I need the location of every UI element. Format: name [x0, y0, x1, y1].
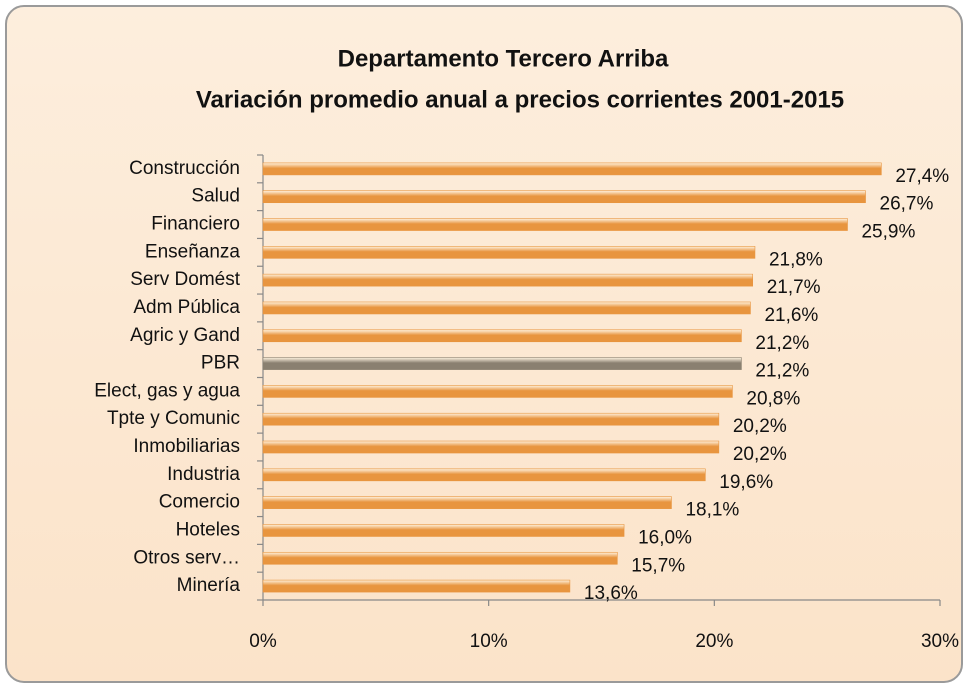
bar [262, 329, 742, 343]
chart-title: Departamento Tercero Arriba [338, 45, 669, 72]
value-label: 19,6% [719, 472, 773, 493]
value-label: 25,9% [861, 222, 915, 243]
bar [262, 301, 751, 315]
bar [262, 440, 720, 454]
y-tick-label: Minería [177, 575, 241, 596]
bar [262, 385, 733, 398]
bar [262, 412, 720, 426]
value-label: 15,7% [631, 555, 685, 576]
value-label: 27,4% [895, 166, 949, 187]
value-label: 20,8% [746, 388, 800, 409]
y-tick-label: Adm Pública [133, 297, 240, 318]
x-tick-label: 0% [249, 631, 277, 652]
value-label: 18,1% [685, 500, 739, 521]
y-tick-label: Inmobiliarias [133, 436, 240, 457]
y-tick-label: Agric y Gand [130, 325, 240, 346]
value-label: 20,2% [733, 444, 787, 465]
value-label: 21,7% [767, 277, 821, 298]
y-tick-label: Industria [167, 464, 240, 485]
chart-subtitle: Variación promedio anual a precios corri… [196, 86, 844, 113]
bar [262, 273, 753, 287]
y-tick-label: Construcción [129, 158, 240, 179]
x-tick-label: 10% [470, 631, 508, 652]
bar [262, 524, 625, 537]
y-tick-label: Salud [191, 186, 240, 207]
value-label: 21,6% [764, 305, 818, 326]
value-label: 16,0% [638, 527, 692, 548]
bar [262, 357, 742, 370]
y-tick-label: Otros serv… [133, 547, 240, 568]
bar [262, 496, 672, 509]
x-tick-label: 20% [695, 631, 733, 652]
value-label: 21,8% [769, 249, 823, 270]
bar [262, 162, 882, 176]
bar [262, 468, 706, 482]
y-tick-label: PBR [201, 353, 240, 374]
y-tick-label: Comercio [159, 492, 240, 513]
y-tick-label: Tpte y Comunic [107, 408, 240, 429]
value-label: 21,2% [755, 333, 809, 354]
y-tick-label: Elect, gas y agua [94, 380, 240, 401]
value-label: 26,7% [880, 194, 934, 215]
bar [262, 190, 866, 204]
y-tick-label: Serv Domést [130, 269, 241, 290]
y-tick-label: Hoteles [176, 519, 240, 540]
bar [262, 551, 618, 565]
value-label: 13,6% [584, 583, 638, 604]
bar [262, 579, 571, 593]
y-tick-label: Financiero [151, 214, 240, 235]
value-label: 21,2% [755, 361, 809, 382]
x-tick-label: 30% [921, 631, 959, 652]
y-tick-label: Enseñanza [145, 241, 241, 262]
bar [262, 246, 756, 259]
bar [262, 218, 848, 231]
value-label: 20,2% [733, 416, 787, 437]
